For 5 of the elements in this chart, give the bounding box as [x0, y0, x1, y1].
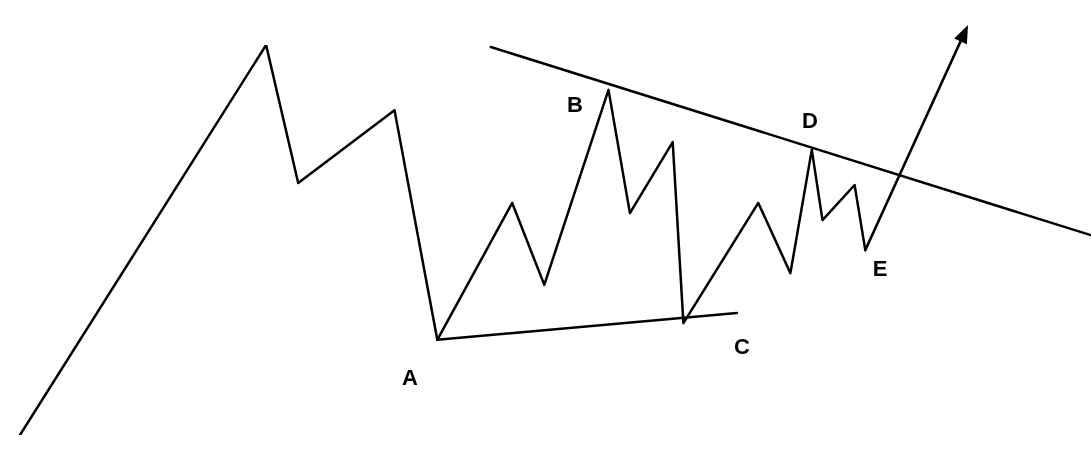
annotation: E	[872, 256, 888, 282]
annotation: D	[802, 108, 818, 134]
annotation: C	[734, 334, 751, 360]
annotation: B	[567, 92, 583, 118]
annotation: A	[402, 365, 419, 391]
